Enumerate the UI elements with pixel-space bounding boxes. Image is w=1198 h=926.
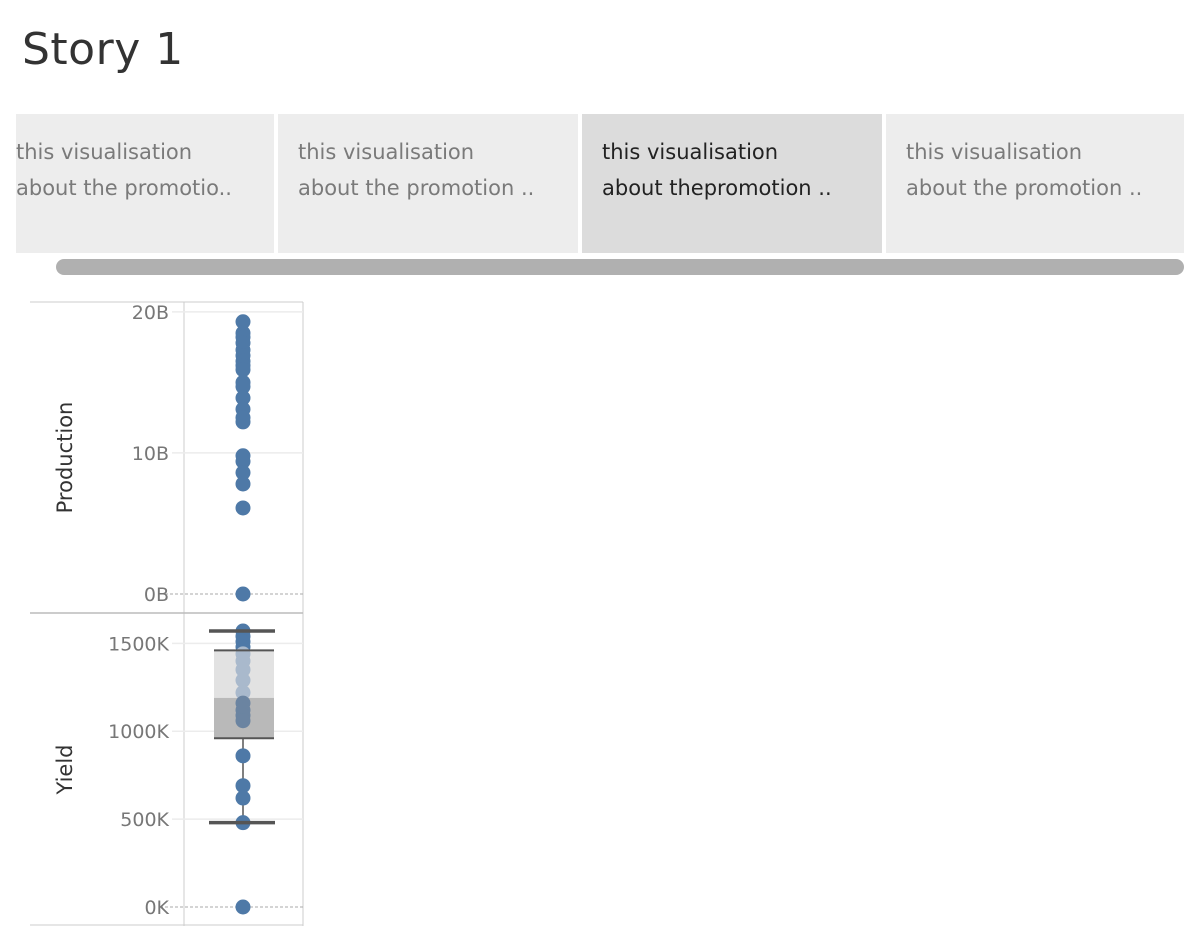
story-point-tab-4[interactable]: this visualisation about the promotion .… [886, 114, 1184, 253]
data-point [235, 362, 251, 378]
navigator-scrollbar[interactable] [56, 259, 1184, 275]
story-navigator: this visualisation about the promotio.. … [16, 114, 1184, 253]
data-point [235, 476, 251, 492]
y-axis-title: Yield [53, 745, 77, 796]
data-point [235, 500, 251, 516]
data-point [235, 379, 251, 395]
data-point [235, 748, 251, 764]
data-point [235, 685, 251, 701]
data-point [235, 586, 251, 602]
data-point [235, 672, 251, 688]
caption-line-2: about the promotio.. [16, 176, 232, 200]
y-tick-label: 500K [120, 809, 169, 831]
story-point-caption: this visualisation about the promotion .… [298, 134, 578, 206]
story-point-tab-1[interactable]: this visualisation about the promotio.. [16, 114, 274, 253]
caption-line-2: about the promotion .. [298, 176, 535, 200]
caption-line-2: about the promotion .. [906, 176, 1143, 200]
data-point [235, 465, 251, 481]
story-title: Story 1 [22, 24, 184, 75]
data-point [235, 390, 251, 406]
y-tick-label: 20B [132, 302, 169, 324]
data-point [235, 899, 251, 915]
data-point [235, 662, 251, 678]
caption-line-2: about thepromotion .. [602, 176, 832, 200]
chart-area: 0B 10B 20B Production 0K 500K 1000K 1500K Yield [0, 290, 320, 926]
data-point [235, 778, 251, 794]
y-tick-label: 1000K [108, 721, 169, 743]
caption-line-1: this visualisation [16, 140, 193, 164]
data-point [235, 414, 251, 430]
data-point [235, 453, 251, 469]
y-tick-label: 0K [144, 897, 169, 919]
story-point-caption: this visualisation about the promotio.. [16, 134, 274, 206]
data-point [235, 790, 251, 806]
caption-line-1: this visualisation [906, 140, 1083, 164]
story-point-caption: this visualisation about the promotion .… [906, 134, 1184, 206]
data-point [235, 713, 251, 729]
y-tick-label: 10B [132, 443, 169, 465]
y-tick-label: 0B [144, 584, 169, 606]
caption-line-1: this visualisation [602, 140, 779, 164]
story-point-caption: this visualisation about thepromotion .. [602, 134, 882, 206]
y-axis-title: Production [53, 402, 77, 514]
data-point [235, 314, 251, 330]
story-point-tab-3[interactable]: this visualisation about thepromotion .. [582, 114, 882, 253]
box-plot-chart: 0B 10B 20B Production 0K 500K 1000K 1500K Yield [30, 301, 304, 926]
story-point-tab-2[interactable]: this visualisation about the promotion .… [278, 114, 578, 253]
caption-line-1: this visualisation [298, 140, 475, 164]
y-tick-label: 1500K [108, 633, 169, 655]
